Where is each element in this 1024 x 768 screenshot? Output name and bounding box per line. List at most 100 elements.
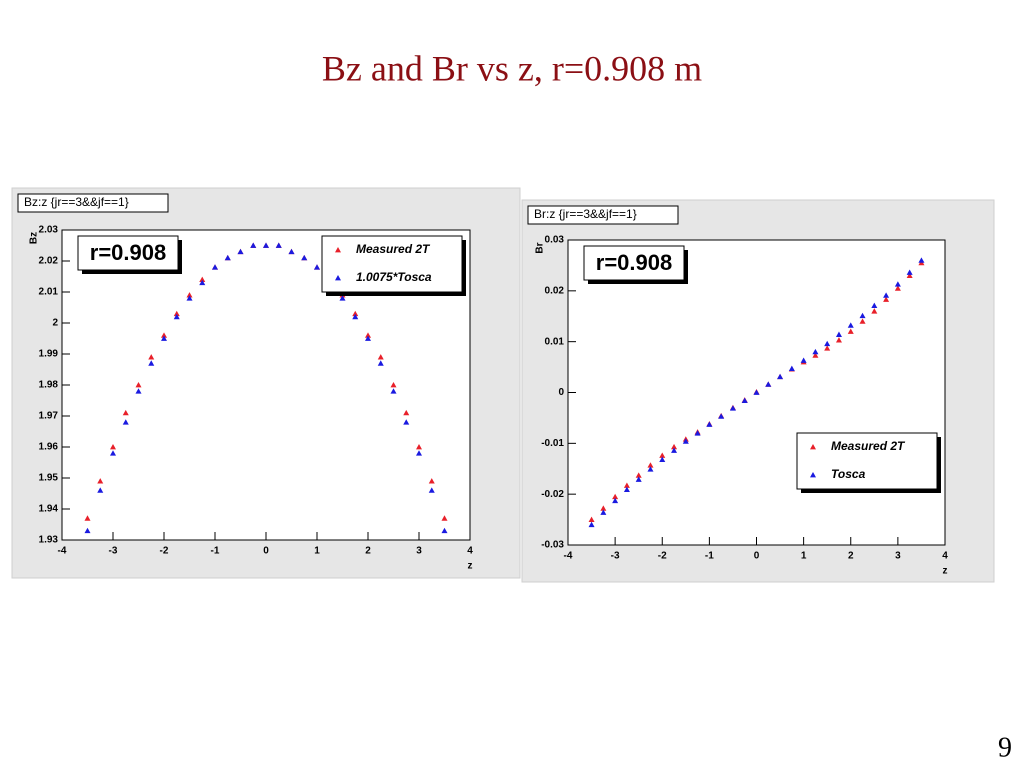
marker [314,264,320,270]
marker [390,388,397,394]
y-tick-label: 0.03 [545,235,565,246]
x-tick-label: -1 [211,546,220,557]
marker [416,444,422,450]
annotation-box [583,245,685,281]
legend-label: Measured 2T [356,242,431,256]
marker [753,389,760,395]
y-tick-label: -0.03 [541,540,564,551]
marker [635,472,642,478]
y-tick-label: 1.96 [39,442,59,453]
marker [403,409,410,416]
y-tick-label: 1.93 [39,535,59,546]
marker [623,486,630,492]
marker [365,335,371,341]
marker [612,497,619,504]
y-tick-label: 2.01 [39,287,59,298]
x-tick-label: -2 [160,546,169,557]
annotation: r=0.908 [596,250,672,275]
marker [859,312,866,319]
marker [824,345,831,351]
chart-title: Bz:z {jr==3&&jf==1} [24,195,129,209]
legend-label: 1.0075*Tosca [356,270,432,284]
marker [600,505,607,511]
marker [835,331,842,337]
marker [671,443,678,450]
x-axis-label: z [943,566,948,577]
marker [777,373,784,380]
x-tick-label: 3 [895,551,901,562]
marker [416,450,422,456]
y-tick-label: 1.97 [39,411,59,422]
marker [352,310,359,317]
x-tick-label: 2 [848,551,854,562]
marker [390,382,397,388]
marker [441,515,448,521]
marker [212,264,218,270]
marker [894,285,901,291]
x-tick-label: 0 [754,551,760,562]
marker [871,302,878,308]
marker [148,360,155,366]
marker [161,335,167,341]
x-tick-label: 4 [467,546,473,557]
marker [84,527,91,534]
marker [623,482,630,488]
marker [824,340,831,347]
page-number: 9 [998,732,1012,763]
y-tick-label: 0 [558,387,564,398]
legend-box [321,235,463,293]
x-tick-label: 1 [314,546,320,557]
marker [741,397,748,404]
title-box [527,205,679,225]
marker [135,388,142,394]
marker [263,242,269,248]
marker [612,493,619,500]
marker [173,310,180,317]
marker [110,444,116,450]
marker [110,450,116,456]
x-tick-label: -3 [611,551,620,562]
x-tick-label: -3 [109,546,118,557]
slide-title: Bz and Br vs z, r=0.908 m [322,48,702,88]
marker [588,516,595,522]
marker [428,478,435,484]
marker [237,248,244,255]
y-tick-label: 0.01 [545,336,565,347]
marker [788,365,795,372]
marker [883,296,890,302]
marker [894,281,901,287]
marker [883,292,890,298]
title-box [17,193,169,213]
marker [647,466,654,472]
marker [186,295,193,301]
marker [906,269,913,275]
y-tick-label: 1.94 [39,504,59,515]
marker [835,337,842,343]
y-tick-label: 1.99 [39,349,59,360]
marker [729,405,736,411]
marker [173,313,180,320]
y-tick-label: -0.01 [541,438,564,449]
legend-label: Measured 2T [831,439,906,453]
y-tick-label: -0.02 [541,489,564,500]
marker [859,318,866,324]
marker [122,419,129,425]
legend-box [796,432,938,490]
marker [647,462,654,468]
x-tick-label: -4 [564,551,573,562]
x-tick-label: 1 [801,551,807,562]
y-tick-label: 1.98 [39,380,59,391]
annotation: r=0.908 [90,240,166,265]
y-axis-label: Br [535,242,546,253]
annotation-box [77,235,179,271]
marker [275,242,282,248]
marker [403,419,410,425]
marker [659,452,666,458]
marker [441,527,448,534]
marker [847,322,854,328]
marker [97,478,104,484]
marker [588,521,595,528]
marker [224,254,231,261]
marker [659,456,666,462]
